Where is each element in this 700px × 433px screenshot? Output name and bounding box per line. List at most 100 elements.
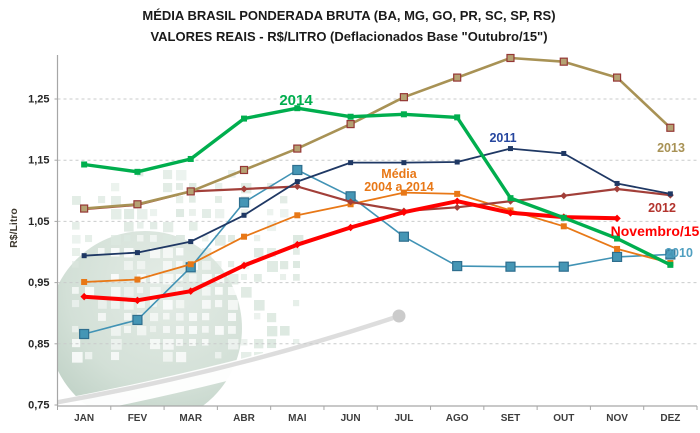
- series-marker-2014: [347, 113, 354, 120]
- series-marker-2011: [454, 159, 460, 165]
- mosaic-square: [111, 274, 119, 282]
- series-marker-novembro-15: [346, 223, 355, 232]
- mosaic-square: [293, 300, 300, 307]
- chart-title-line1: MÉDIA BRASIL PONDERADA BRUTA (BA, MG, GO…: [142, 8, 555, 23]
- x-tick-label: NOV: [606, 413, 628, 424]
- mosaic-square: [137, 235, 144, 242]
- series-marker-2013: [399, 93, 408, 102]
- series-line-2010: [83, 169, 672, 335]
- watermark-swoosh-gray: [57, 315, 394, 405]
- mosaic-square: [176, 248, 184, 256]
- mosaic-square: [124, 261, 133, 270]
- mosaic-square: [254, 339, 264, 349]
- series-marker-2012: [347, 198, 355, 206]
- mosaic-square: [163, 183, 173, 193]
- mosaic-square: [202, 313, 210, 321]
- mosaic-square: [85, 287, 95, 297]
- mosaic-square: [163, 235, 172, 244]
- mosaic-square: [72, 248, 80, 256]
- mosaic-square: [163, 170, 173, 180]
- mosaic-square: [293, 274, 300, 281]
- mosaic-square: [228, 235, 235, 242]
- mosaic-square: [150, 313, 159, 322]
- y-tick-label: 0,85: [28, 338, 49, 350]
- x-tick-label: JUL: [394, 413, 413, 424]
- series-marker-2011: [81, 253, 87, 259]
- mosaic-square: [111, 183, 120, 192]
- watermark-ball: [392, 309, 406, 323]
- series-line-2014: [82, 106, 673, 267]
- mosaic-square: [163, 274, 174, 285]
- series-marker-2010: [79, 328, 90, 340]
- series-marker-2013: [559, 57, 568, 66]
- mosaic-square: [254, 313, 261, 320]
- series-marker-2014: [187, 155, 194, 162]
- mosaic-square: [280, 196, 288, 204]
- mosaic-square: [176, 183, 183, 190]
- mosaic-square: [124, 235, 131, 242]
- mosaic-square: [228, 261, 235, 268]
- y-tick-label: 0,95: [28, 277, 49, 289]
- mosaic-square: [137, 209, 148, 220]
- mosaic-square: [202, 261, 211, 270]
- mosaic-square: [189, 313, 198, 322]
- series-marker-2010: [505, 261, 516, 272]
- mosaic-square: [150, 248, 161, 259]
- mosaic-square: [111, 235, 122, 246]
- mosaic-square: [293, 339, 300, 346]
- mosaic-square: [137, 300, 145, 308]
- series-label-2004-a-2014: 2004 a 2014: [364, 180, 434, 194]
- mosaic-square: [280, 326, 290, 336]
- series-marker-2013: [239, 165, 249, 175]
- series-marker-2012: [453, 203, 461, 211]
- series-marker-2010: [132, 314, 143, 326]
- series-marker-m-dia-2004-a-2014: [614, 245, 621, 252]
- mosaic-square: [137, 222, 144, 229]
- mosaic-square: [189, 183, 197, 191]
- mosaic-square: [189, 326, 197, 334]
- series-marker-novembro-15: [133, 296, 142, 305]
- mosaic-square: [241, 352, 252, 363]
- mosaic-square: [98, 300, 107, 309]
- mosaic-square: [72, 222, 80, 230]
- mosaic-square: [202, 326, 209, 333]
- mosaic-square: [111, 326, 121, 336]
- mosaic-square: [72, 339, 81, 348]
- mosaic-square: [215, 183, 223, 191]
- mosaic-square: [267, 261, 278, 272]
- x-tick-label: AGO: [446, 413, 469, 424]
- mosaic-square: [124, 326, 132, 334]
- mosaic-square: [124, 287, 134, 297]
- series-marker-2011: [614, 180, 620, 186]
- series-marker-m-dia-2004-a-2014: [294, 212, 301, 219]
- series-marker-2013: [186, 187, 195, 196]
- series-marker-novembro-15: [186, 287, 195, 295]
- chart-title-line2: VALORES REAIS - R$/LITRO (Deflacionados …: [150, 29, 547, 44]
- mosaic-square: [280, 209, 289, 218]
- mosaic-square: [228, 300, 238, 310]
- series-marker-m-dia-2004-a-2014: [81, 278, 88, 285]
- mosaic-square: [215, 300, 223, 308]
- series-label-2013: 2013: [657, 141, 685, 155]
- series-marker-2010: [452, 260, 463, 272]
- series-marker-2013: [453, 73, 462, 82]
- mosaic-square: [98, 313, 106, 321]
- mosaic-square: [215, 235, 226, 246]
- mosaic-square: [202, 287, 211, 296]
- series-line-2011: [83, 147, 672, 257]
- mosaic-square: [98, 196, 106, 204]
- mosaic-square: [254, 235, 261, 242]
- axes: 1,25 1,15 1,05 0,95 0,85 0,75 JAN FEV MAR ABR MAI J…: [28, 55, 698, 424]
- series-marker-2014: [560, 214, 567, 221]
- mosaic-square: [176, 235, 185, 244]
- x-tick-label: MAI: [288, 413, 307, 424]
- mosaic-square: [163, 261, 173, 271]
- series-marker-2010: [292, 164, 303, 176]
- series-marker-2011: [401, 160, 407, 166]
- mosaic-square: [267, 339, 277, 349]
- mosaic-square: [150, 326, 157, 333]
- series-marker-2014: [667, 261, 674, 268]
- series-marker-2011: [241, 212, 247, 218]
- series-marker-2014: [81, 161, 88, 168]
